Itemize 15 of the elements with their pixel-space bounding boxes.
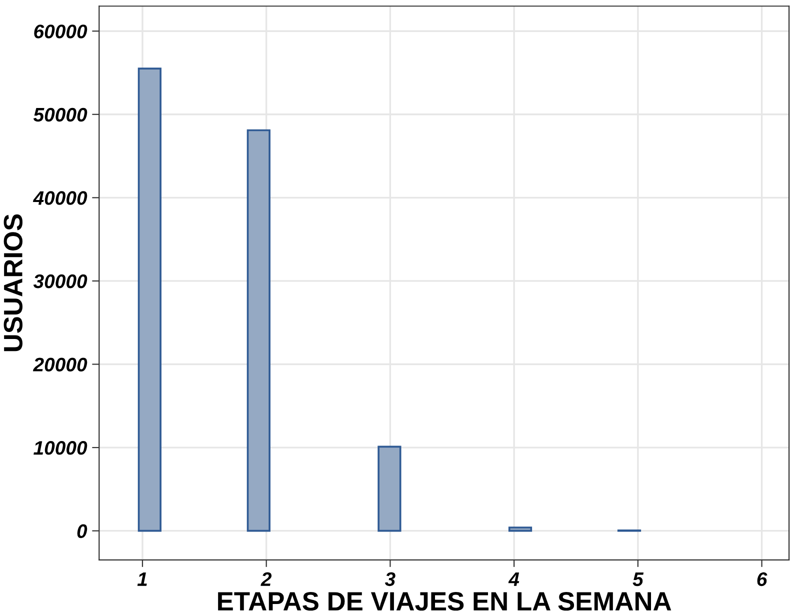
y-tick-label: 40000 (32, 191, 88, 205)
x-tick-label: 2 (260, 572, 272, 586)
x-tick-label: 4 (508, 572, 520, 586)
y-tick-label: 20000 (32, 358, 88, 372)
x-tick-label: 6 (757, 572, 768, 586)
y-tick-label: 30000 (33, 274, 88, 288)
y-tick-label: 50000 (33, 108, 88, 122)
x-axis-title: ETAPAS DE VIAJES EN LA SEMANA (218, 592, 672, 611)
x-tick-label: 3 (384, 572, 396, 586)
y-tick-label: 10000 (34, 441, 88, 455)
y-axis-title: USUARIOS (4, 214, 22, 352)
x-tick-label: 5 (632, 572, 644, 586)
y-tick-label: 0 (77, 524, 88, 538)
y-tick-label: 60000 (34, 24, 88, 38)
x-tick-label: 1 (137, 572, 147, 586)
